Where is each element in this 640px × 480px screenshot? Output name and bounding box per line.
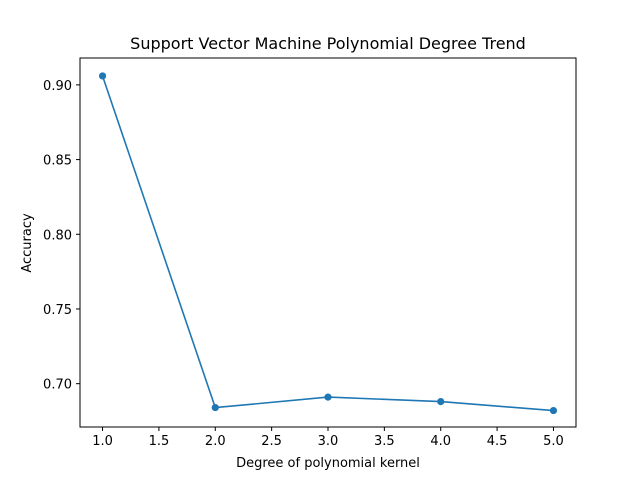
chart-title: Support Vector Machine Polynomial Degree… <box>130 34 526 53</box>
y-tick-label: 0.90 <box>43 79 72 94</box>
y-axis-label: Accuracy <box>20 213 35 273</box>
x-tick-label: 4.5 <box>487 434 508 449</box>
x-tick-label: 2.0 <box>205 434 226 449</box>
x-tick-label: 3.0 <box>318 434 339 449</box>
data-point <box>211 403 219 412</box>
x-tick-label: 3.5 <box>374 434 395 449</box>
x-tick-label: 5.0 <box>543 434 564 449</box>
x-tick-label: 2.5 <box>261 434 282 449</box>
data-point <box>98 72 107 80</box>
x-axis-label: Degree of polynomial kernel <box>236 456 420 471</box>
x-tick-label: 1.5 <box>149 434 170 449</box>
x-tick-label: 1.0 <box>92 434 113 449</box>
series-line <box>101 75 554 412</box>
y-tick-label: 0.80 <box>43 228 72 243</box>
axes-frame <box>79 57 577 428</box>
data-point <box>324 393 332 401</box>
x-tick-label: 4.0 <box>430 434 451 449</box>
data-point <box>437 398 445 406</box>
plot-area: 1.0 1.5 2.0 2.5 3.0 3.5 4.0 4.5 5.0 0.70 0.75 0.80 0… <box>43 57 577 449</box>
y-tick-label: 0.70 <box>43 378 72 393</box>
y-tick-label: 0.75 <box>43 303 72 318</box>
y-tick-label: 0.85 <box>43 154 72 169</box>
data-point <box>549 406 558 415</box>
